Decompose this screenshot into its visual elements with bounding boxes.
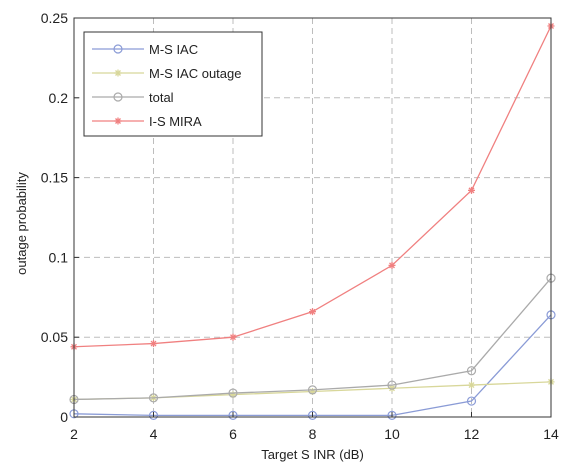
series-i-s-mira	[70, 22, 555, 351]
x-tick-label: 4	[150, 426, 158, 442]
x-tick-label: 8	[309, 426, 317, 442]
legend: M-S IAC M-S IAC outage total I-S MIRA	[83, 31, 263, 137]
marker-stroke	[150, 340, 157, 347]
x-axis-label: Target S INR (dB)	[261, 447, 364, 462]
data-point-m-s-iac	[228, 410, 238, 421]
data-point-m-s-iac	[387, 410, 397, 421]
x-tick-label: 10	[384, 426, 400, 442]
x-tick-label: 12	[464, 426, 480, 442]
y-tick-label: 0.05	[41, 329, 68, 345]
data-point-total	[387, 380, 397, 390]
legend-label-m-s-iac: M-S IAC	[149, 42, 198, 57]
data-point-total	[228, 388, 238, 398]
marker-stroke	[115, 118, 121, 124]
data-point-total	[466, 366, 477, 376]
data-point-i-s-mira	[309, 308, 316, 316]
legend-marker-total	[113, 92, 123, 102]
marker-stroke	[309, 308, 316, 315]
data-point-total	[148, 393, 159, 403]
data-point-i-s-mira	[388, 261, 396, 269]
marker-stroke	[389, 262, 395, 269]
legend-label-total: total	[149, 90, 174, 105]
y-tick-label: 0	[60, 409, 68, 425]
y-tick-label: 0.25	[41, 10, 68, 26]
axis-ticks: 2 4 6 8 10 12 14 0 0.05 0.1 0.15 0.2 0.25	[41, 10, 559, 442]
data-point-m-s-iac	[307, 410, 318, 421]
grid-lines	[74, 18, 551, 417]
data-point-i-s-mira	[150, 340, 157, 348]
marker-stroke	[389, 385, 395, 392]
marker-stroke	[115, 70, 121, 76]
x-tick-label: 6	[229, 426, 237, 442]
legend-label-i-s-mira: I-S MIRA	[149, 114, 202, 129]
marker-stroke	[468, 382, 475, 389]
legend-label-m-s-iac-outage: M-S IAC outage	[149, 66, 242, 81]
data-point-m-s-iac	[466, 396, 477, 406]
data-point-i-s-mira	[468, 186, 475, 194]
data-point-m-s-iac-outage	[468, 381, 475, 389]
y-tick-label: 0.15	[41, 170, 68, 186]
legend-marker-i-s-mira	[114, 117, 122, 125]
marker-stroke	[230, 334, 236, 341]
y-axis-label: outage probability	[14, 172, 29, 275]
data-point-total	[307, 385, 318, 395]
series-line-total	[73, 277, 552, 401]
data-point-m-s-iac	[148, 410, 159, 421]
marker-stroke	[468, 187, 475, 194]
x-tick-label: 2	[70, 426, 78, 442]
x-tick-label: 14	[543, 426, 559, 442]
legend-marker-m-s-iac-outage	[114, 69, 122, 77]
legend-marker-m-s-iac	[113, 44, 123, 54]
y-tick-label: 0.2	[49, 90, 69, 106]
data-point-i-s-mira	[229, 333, 237, 341]
y-tick-label: 0.1	[49, 249, 69, 265]
